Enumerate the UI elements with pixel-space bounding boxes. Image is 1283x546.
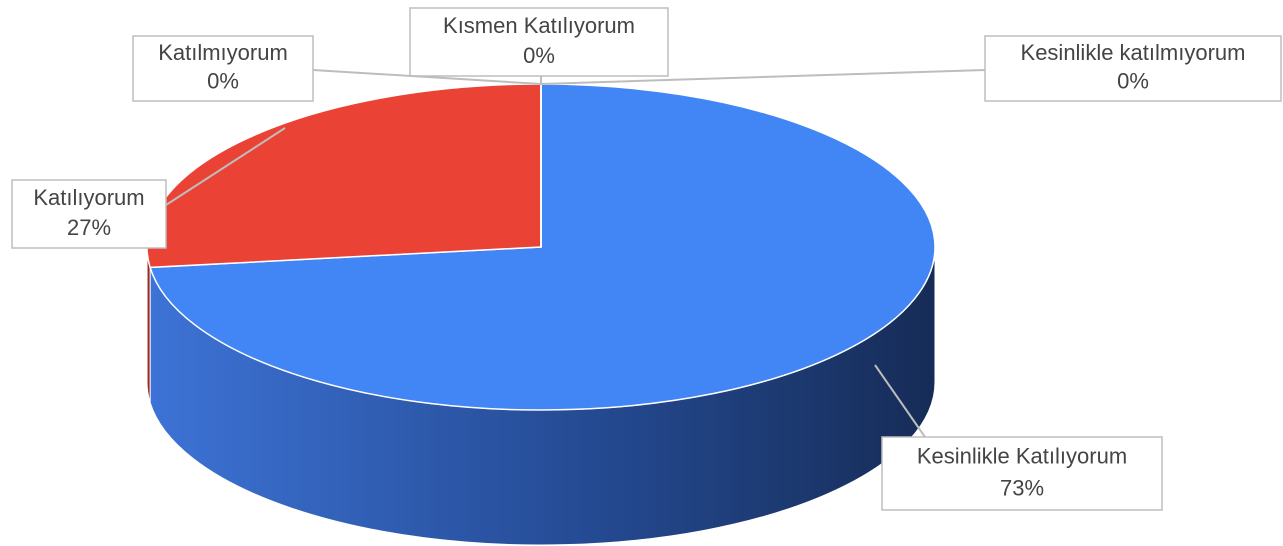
- label-box: [984, 35, 1282, 102]
- label-value: 73%: [1000, 475, 1044, 500]
- slice: [149, 83, 936, 411]
- leader-line: [540, 69, 986, 85]
- label-box: [132, 35, 314, 102]
- slice: [146, 83, 542, 269]
- label-box: [11, 179, 167, 249]
- slice-side: [146, 246, 151, 403]
- label-value: 0%: [207, 69, 239, 94]
- label-category: Kesinlikle katılmıyorum: [1021, 40, 1246, 65]
- label-category: Katılmıyorum: [158, 40, 288, 65]
- leader-line: [874, 364, 926, 438]
- label-category: Kesinlikle Katılıyorum: [917, 443, 1127, 468]
- label-category: Kısmen Katılıyorum: [443, 13, 635, 38]
- leader-line: [312, 69, 542, 85]
- data-labels: Kesinlikle Katılıyorum 73% Katılıyorum 27% K…: [11, 7, 1282, 511]
- label-box: [409, 7, 669, 77]
- label-category: Katılıyorum: [33, 185, 144, 210]
- label-box: [881, 436, 1163, 511]
- label-value: 27%: [67, 215, 111, 240]
- pie-tops: [146, 83, 936, 411]
- label-value: 0%: [1117, 69, 1149, 94]
- leader-line: [165, 127, 286, 206]
- label-value: 0%: [523, 43, 555, 68]
